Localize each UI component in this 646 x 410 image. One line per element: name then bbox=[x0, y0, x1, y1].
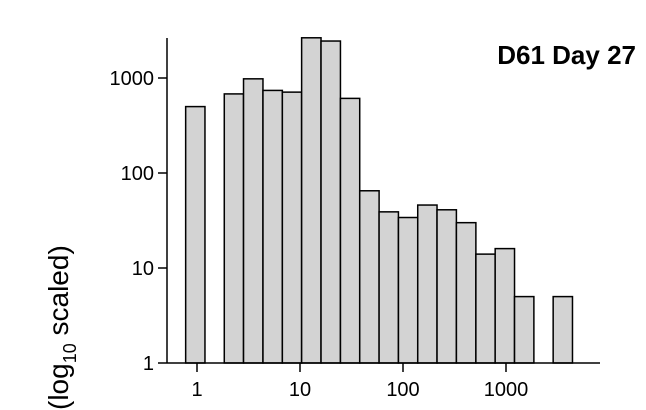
histogram-bar-1 bbox=[223, 93, 245, 364]
histogram-bar-2 bbox=[242, 78, 264, 364]
histogram-bar-15 bbox=[494, 247, 516, 364]
histogram-bar-11 bbox=[416, 204, 438, 364]
x-tick-label-0: 1 bbox=[191, 379, 202, 401]
y-tick-label-1: 10 bbox=[132, 258, 154, 280]
histogram-bar-12 bbox=[436, 209, 458, 364]
y-axis-label-main: (log bbox=[43, 363, 74, 410]
y-axis-label-subscript: 10 bbox=[60, 343, 80, 363]
histogram-bar-5 bbox=[300, 37, 322, 364]
histogram-bar-17 bbox=[552, 295, 574, 364]
y-tick-label-0: 1 bbox=[143, 353, 154, 375]
histogram-bar-4 bbox=[281, 91, 303, 364]
histogram-bar-10 bbox=[397, 216, 419, 364]
bars-group bbox=[184, 37, 574, 364]
histogram-bar-8 bbox=[358, 190, 380, 364]
y-tick-label-2: 100 bbox=[121, 163, 154, 185]
chart-title: D61 Day 27 bbox=[497, 40, 636, 70]
histogram-bar-3 bbox=[262, 89, 284, 364]
histogram-bar-6 bbox=[320, 40, 342, 364]
y-axis-label: (log10 scaled) bbox=[43, 245, 80, 410]
histogram-bar-13 bbox=[455, 221, 477, 364]
y-axis-label-tail: scaled) bbox=[43, 245, 74, 343]
histogram-bar-9 bbox=[378, 211, 400, 364]
histogram-bar-0 bbox=[184, 105, 206, 364]
y-tick-label-3: 1000 bbox=[110, 68, 155, 90]
x-ticks-group: 1 10 100 1000 bbox=[191, 363, 528, 401]
x-tick-label-2: 100 bbox=[386, 379, 419, 401]
histogram-bar-14 bbox=[475, 253, 496, 364]
y-ticks-group: 1 10 100 1000 bbox=[110, 68, 167, 375]
histogram-bar-7 bbox=[339, 97, 361, 364]
histogram-bar-16 bbox=[513, 295, 535, 364]
x-tick-label-1: 10 bbox=[289, 379, 311, 401]
x-tick-label-3: 1000 bbox=[484, 379, 529, 401]
